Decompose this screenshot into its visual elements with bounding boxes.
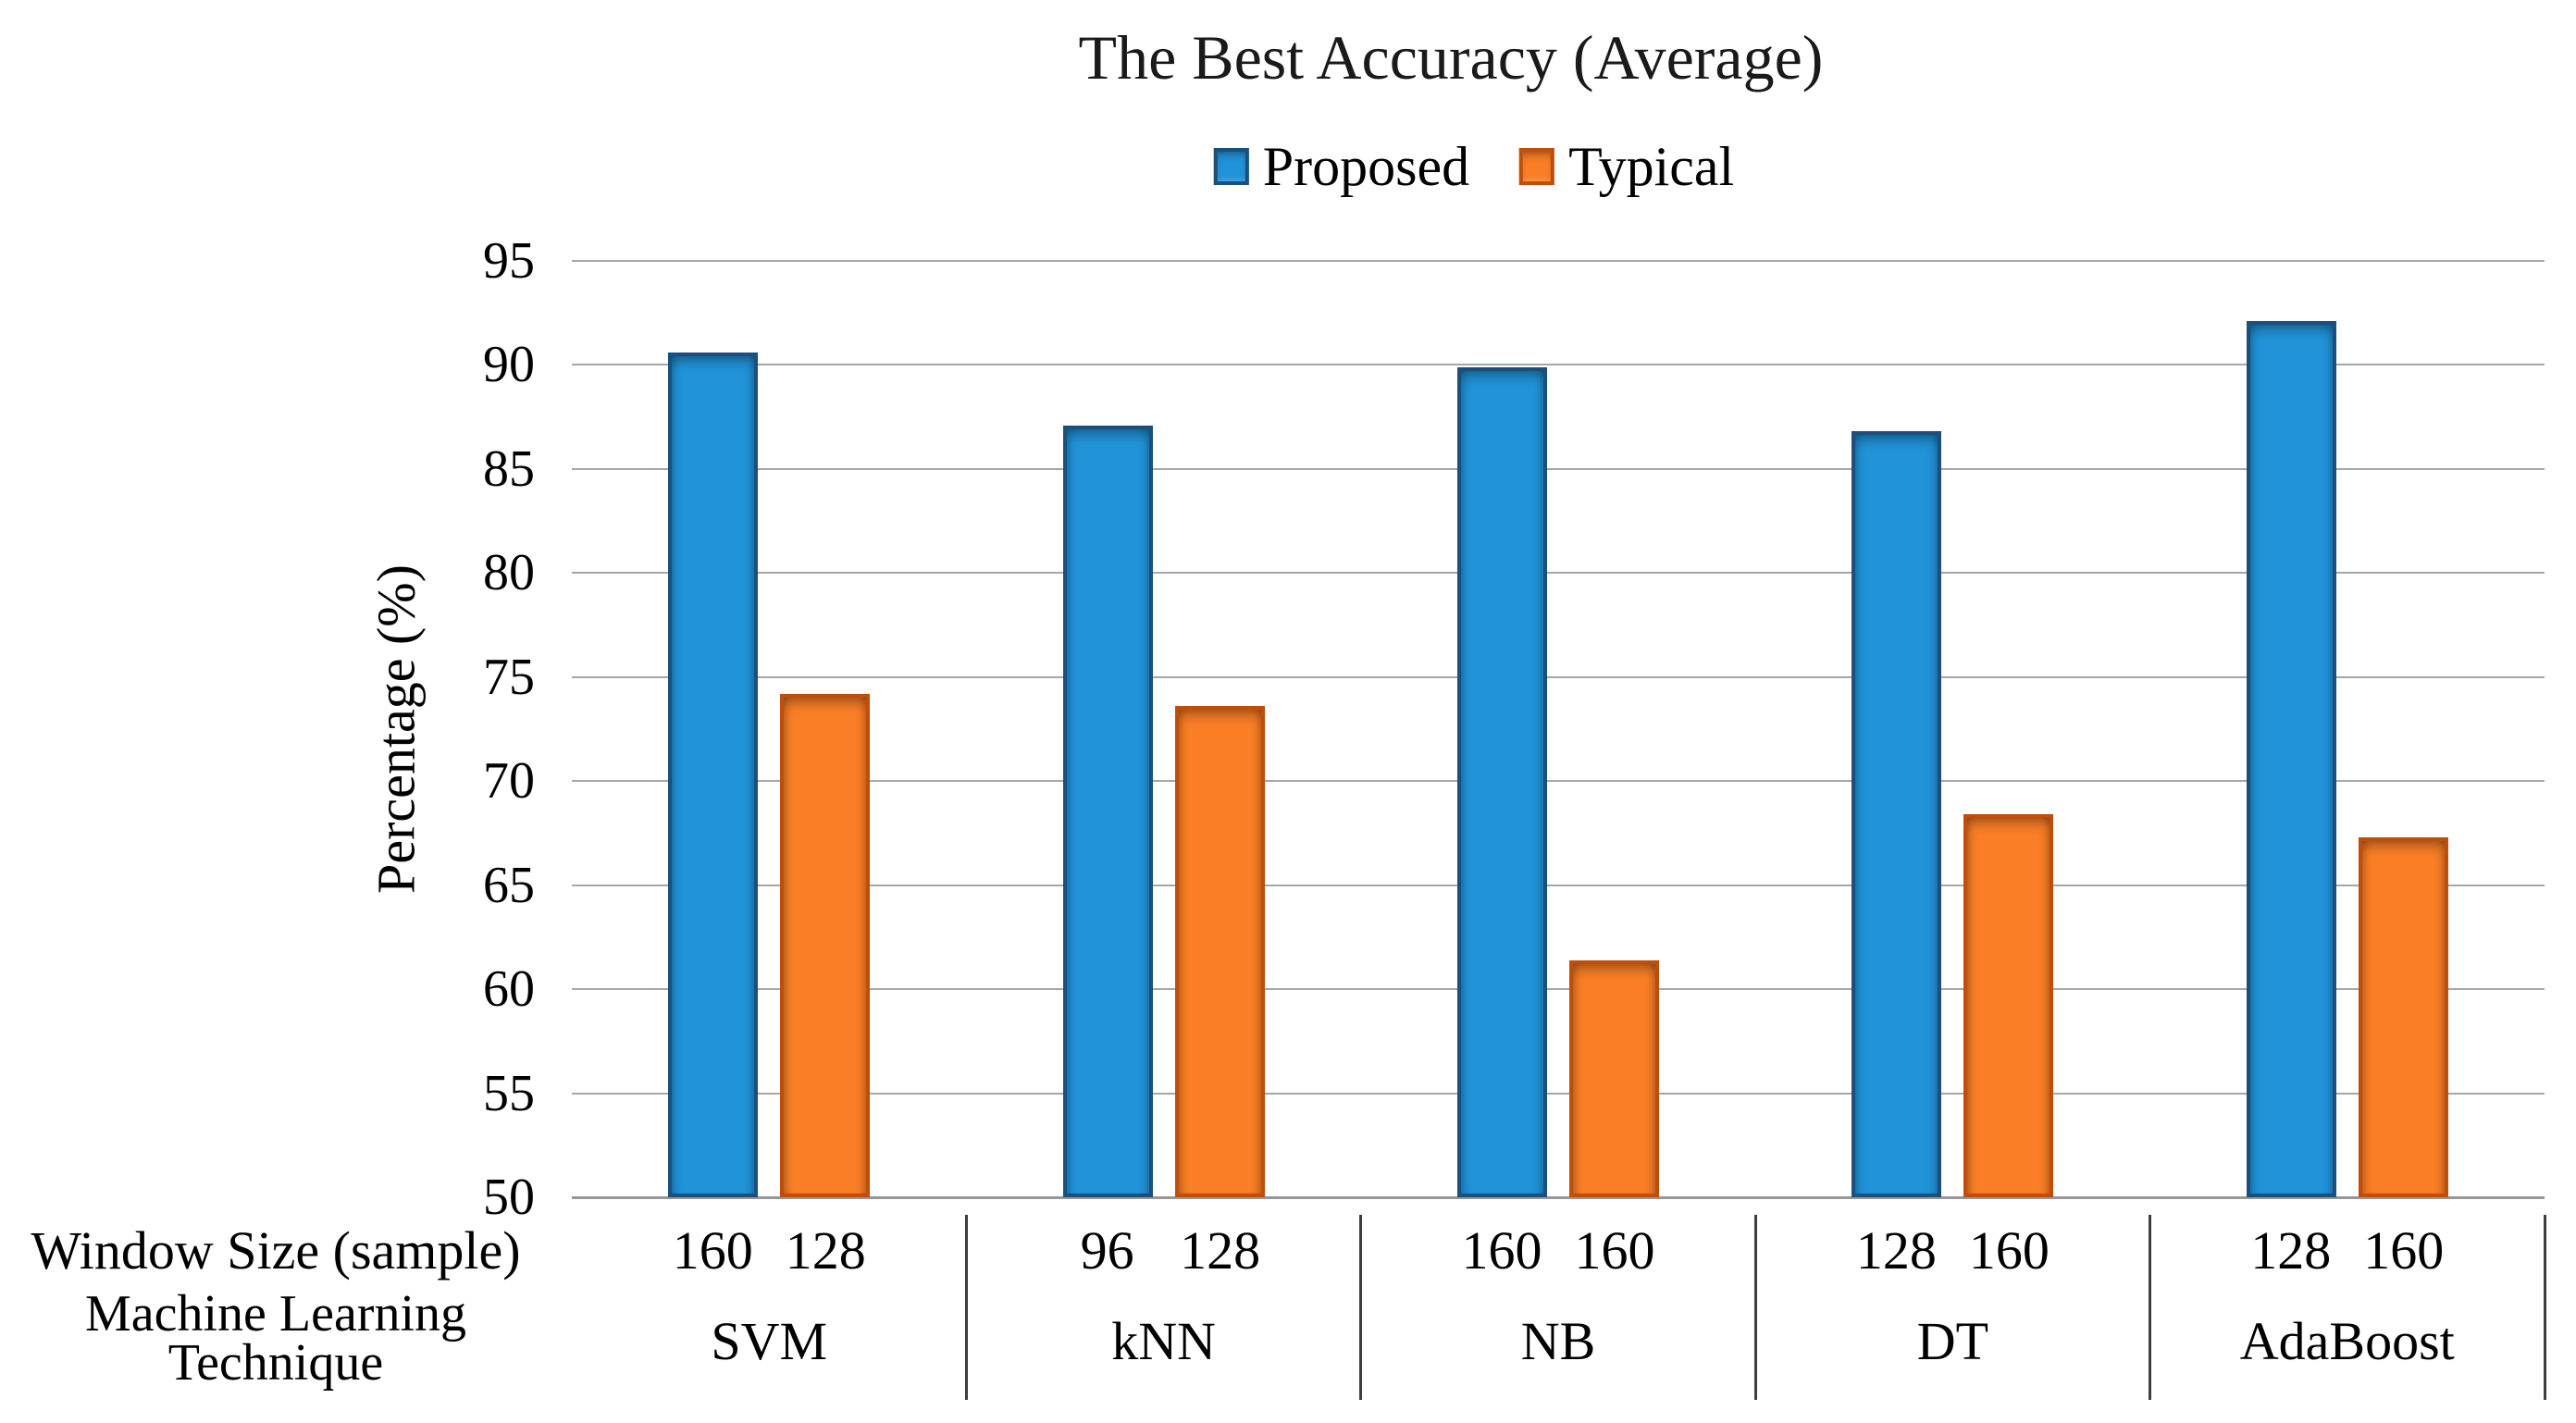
chart-title: The Best Accuracy (Average) [1078,22,1824,93]
proposed-bar-nb [1457,366,1547,1197]
typical-bar-nb [1569,959,1659,1197]
proposed-swatch-icon [1213,148,1249,185]
gridline [572,1092,2545,1095]
gridline [572,467,2545,470]
window-size-label-nb-typical: 160 [1574,1220,1655,1281]
proposed-bar-dt [1852,431,1942,1197]
category-label-adaboost: AdaBoost [2239,1311,2455,1371]
typical-bar-dt [1963,814,2054,1197]
x-axis-row2-label: Machine Learning Technique [0,1285,551,1392]
category-divider [1753,1215,1757,1400]
legend-label-typical: Typical [1568,136,1735,197]
category-label-svm: SVM [711,1311,828,1371]
gridline [572,988,2545,991]
category-label-dt: DT [1916,1311,1989,1371]
y-tick-label: 65 [483,856,535,914]
x-axis-row2-label-line1: Machine Learning [84,1285,467,1343]
y-tick-label: 80 [483,544,535,602]
y-tick-label: 90 [483,336,535,394]
gridline [572,364,2545,366]
gridline [572,675,2545,678]
gridline [572,780,2545,783]
gridline [572,884,2545,886]
proposed-bar-adaboost [2246,321,2336,1197]
y-tick-label: 75 [483,648,535,706]
typical-bar-knn [1174,706,1265,1197]
window-size-label-svm-typical: 128 [785,1220,866,1281]
category-divider [2543,1215,2546,1400]
proposed-bar-svm [668,352,759,1197]
legend-item-proposed: Proposed [1213,136,1470,197]
category-divider [2149,1215,2152,1400]
x-axis-line [572,1196,2545,1199]
y-tick-label: 50 [483,1169,535,1226]
y-tick-label: 60 [483,960,535,1019]
window-size-label-dt-proposed: 128 [1855,1220,1937,1281]
typical-bar-adaboost [2358,836,2448,1197]
legend-item-typical: Typical [1519,137,1734,196]
x-axis-row2-label-line2: Technique [167,1334,384,1392]
y-tick-label: 95 [483,232,535,290]
legend: Proposed Typical [1213,136,1734,197]
typical-bar-svm [780,693,871,1197]
category-label-knn: kNN [1111,1311,1216,1371]
window-size-label-svm-proposed: 160 [672,1220,753,1281]
y-axis-title: Percentage (%) [365,564,427,894]
x-axis-row1-label: Window Size (sample) [31,1220,521,1281]
window-size-label-adaboost-typical: 160 [2363,1220,2445,1281]
window-size-label-dt-typical: 160 [1968,1220,2050,1281]
legend-label-proposed: Proposed [1262,136,1470,197]
category-label-nb: NB [1520,1311,1596,1371]
gridline [572,260,2545,262]
category-divider [1359,1215,1363,1400]
window-size-label-nb-proposed: 160 [1461,1220,1542,1281]
category-divider [964,1215,968,1400]
gridline [572,572,2545,575]
window-size-label-knn-typical: 128 [1180,1220,1261,1281]
y-tick-label: 70 [483,752,535,810]
y-tick-label: 85 [483,439,535,498]
proposed-bar-knn [1062,425,1153,1197]
window-size-label-knn-proposed: 96 [1080,1220,1134,1281]
y-tick-label: 55 [483,1064,535,1122]
typical-swatch-icon [1519,148,1555,185]
window-size-label-adaboost-proposed: 128 [2250,1220,2332,1281]
